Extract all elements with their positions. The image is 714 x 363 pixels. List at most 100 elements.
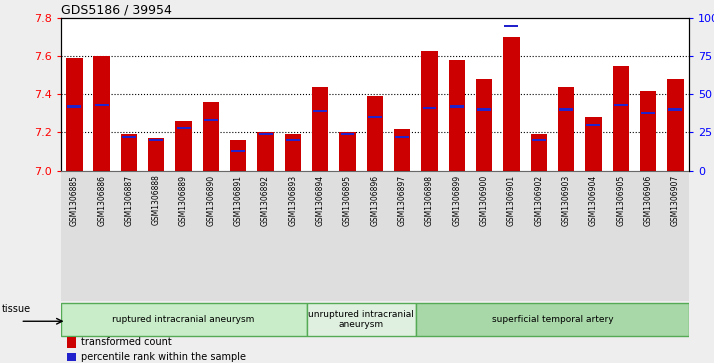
Text: GSM1306887: GSM1306887 [124,175,134,225]
Bar [252,171,279,301]
Bar [421,50,438,171]
Bar [66,58,83,171]
Bar [361,171,388,301]
Text: tissue: tissue [1,304,31,314]
Text: GSM1306890: GSM1306890 [206,175,216,226]
Bar [423,107,436,109]
Bar [121,134,137,171]
Text: transformed count: transformed count [81,337,171,347]
Bar [667,79,683,171]
Text: GSM1306900: GSM1306900 [480,175,488,226]
Bar [339,132,356,171]
Bar [67,337,76,348]
Bar [668,109,683,111]
Text: GSM1306907: GSM1306907 [671,175,680,226]
Text: GSM1306904: GSM1306904 [589,175,598,226]
Bar [61,171,88,301]
Bar [306,171,334,301]
Bar [341,133,354,135]
Bar [477,109,491,111]
Bar [334,171,361,301]
Text: unruptured intracranial
aneurysm: unruptured intracranial aneurysm [308,310,414,329]
Text: GDS5186 / 39954: GDS5186 / 39954 [61,4,171,17]
Bar [286,139,300,141]
Text: percentile rank within the sample: percentile rank within the sample [81,352,246,362]
Text: GSM1306891: GSM1306891 [233,175,243,225]
Bar [258,133,273,135]
Bar [285,134,301,171]
Bar [532,139,545,141]
Text: GSM1306894: GSM1306894 [316,175,325,226]
Bar [257,132,273,171]
Bar [148,138,164,171]
Text: GSM1306885: GSM1306885 [70,175,79,225]
Bar [95,104,109,106]
Bar [176,121,192,171]
Bar [176,127,191,129]
Bar [143,171,170,301]
Text: GSM1306886: GSM1306886 [97,175,106,225]
Bar [613,66,629,171]
Bar [396,136,409,138]
Bar [88,171,116,301]
Bar [67,105,81,108]
Bar [203,102,219,171]
Bar [416,171,443,301]
Bar [197,171,225,301]
Text: GSM1306892: GSM1306892 [261,175,270,225]
Bar [204,119,218,122]
Bar [149,139,164,141]
Bar [312,87,328,171]
Text: GSM1306899: GSM1306899 [452,175,461,226]
Text: GSM1306906: GSM1306906 [643,175,653,226]
Text: GSM1306893: GSM1306893 [288,175,298,226]
Bar [614,104,628,106]
Bar [279,171,306,301]
Text: GSM1306897: GSM1306897 [398,175,407,226]
Bar [662,171,689,301]
Bar [531,134,547,171]
Bar [116,171,143,301]
Bar [367,96,383,171]
Bar [525,171,553,301]
Bar [641,111,655,114]
Bar [231,150,245,152]
Bar [450,105,464,108]
Bar [498,171,525,301]
Bar [585,117,602,171]
Bar [553,171,580,301]
Text: GSM1306901: GSM1306901 [507,175,516,226]
Text: GSM1306889: GSM1306889 [179,175,188,225]
Bar [443,171,471,301]
Bar [448,60,465,171]
Bar [476,79,493,171]
Bar [394,129,411,171]
Bar [505,25,518,27]
Bar [471,171,498,301]
Bar [225,171,252,301]
Text: GSM1306898: GSM1306898 [425,175,434,225]
FancyBboxPatch shape [416,303,689,336]
FancyBboxPatch shape [306,303,416,336]
Text: GSM1306903: GSM1306903 [562,175,570,226]
Bar [94,56,110,171]
Text: GSM1306888: GSM1306888 [152,175,161,225]
Bar [580,171,607,301]
Bar [313,110,327,112]
Bar [559,109,573,111]
Bar [607,171,634,301]
FancyBboxPatch shape [61,303,306,336]
Bar [388,171,416,301]
Text: superficial temporal artery: superficial temporal artery [492,315,613,324]
Bar [503,37,520,171]
Text: GSM1306896: GSM1306896 [371,175,379,226]
Bar [640,91,656,171]
Bar [230,140,246,171]
Bar [558,87,574,171]
Text: GSM1306905: GSM1306905 [616,175,625,226]
Bar [634,171,662,301]
Bar [122,136,136,138]
Bar [368,116,382,118]
Bar [170,171,197,301]
Text: GSM1306902: GSM1306902 [534,175,543,226]
